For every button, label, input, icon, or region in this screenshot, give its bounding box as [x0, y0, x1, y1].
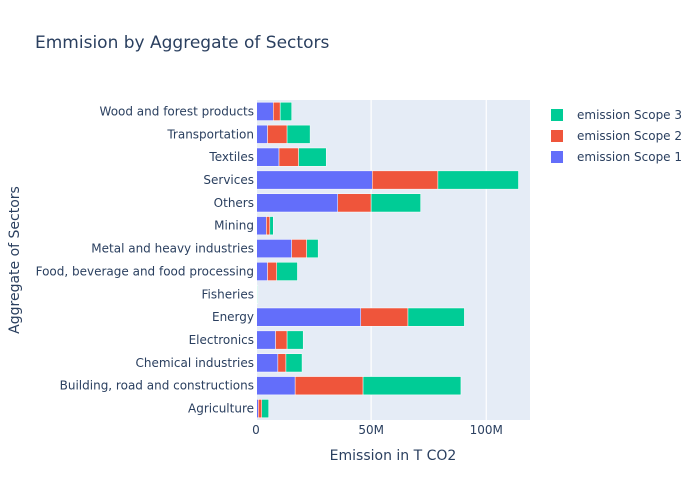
y-tick-label: Services: [203, 173, 254, 187]
bar-segment: [255, 307, 362, 327]
bar-segment: [370, 193, 421, 213]
bar-segment: [269, 216, 274, 236]
bar-segment: [255, 147, 280, 167]
legend-swatch: [551, 109, 563, 121]
bar-segment: [255, 376, 296, 396]
y-tick-label: Metal and heavy industries: [91, 242, 254, 256]
y-tick-label: Building, road and constructions: [60, 379, 254, 393]
y-tick-label: Energy: [212, 310, 254, 324]
bar-segment: [276, 262, 298, 281]
bar-segment: [255, 262, 268, 281]
y-tick-label: Textiles: [208, 150, 254, 164]
bar-segment: [258, 399, 263, 418]
bar-segment: [255, 124, 268, 144]
bar-segment: [278, 147, 299, 167]
y-tick-label: Transportation: [166, 127, 254, 141]
y-tick-label: Electronics: [189, 333, 254, 347]
legend-label: emission Scope 2: [577, 129, 682, 143]
bar-segment: [279, 102, 292, 121]
bar-segment: [255, 353, 279, 373]
bar-segment: [261, 399, 269, 418]
y-tick-label: Fisheries: [201, 287, 254, 301]
bar-segment: [372, 170, 439, 190]
bar-segment: [286, 330, 304, 350]
y-tick-label: Wood and forest products: [100, 104, 254, 118]
bar-segment: [306, 239, 319, 258]
bar-segment: [266, 216, 271, 236]
bar-segment: [277, 353, 287, 373]
bar-segment: [437, 170, 519, 190]
bar-segment: [286, 124, 311, 144]
legend-swatch: [551, 130, 563, 142]
x-tick-label: 50M: [358, 423, 384, 437]
bar-segment: [362, 376, 462, 396]
bar-segment: [255, 216, 267, 236]
legend: emission Scope 3 emission Scope 2 emission…: [551, 108, 682, 164]
bar-segment: [267, 262, 277, 281]
legend-label: emission Scope 1: [577, 150, 682, 164]
bar-segment: [407, 307, 465, 327]
bar-segment: [291, 239, 307, 258]
legend-label: emission Scope 3: [577, 108, 682, 122]
bar-segment: [255, 170, 373, 190]
y-tick-label: Mining: [214, 219, 254, 233]
bar-segment: [273, 102, 281, 121]
bar-segment: [294, 376, 364, 396]
bar-segment: [255, 239, 292, 258]
y-axis-title: Aggregate of Sectors: [7, 186, 23, 334]
x-tick-label: 0: [252, 423, 260, 437]
legend-swatch: [551, 151, 563, 163]
bar-segment: [285, 353, 303, 373]
bar-segment: [360, 307, 409, 327]
bar-segment: [298, 147, 327, 167]
chart-title: Emmision by Aggregate of Sectors: [35, 33, 330, 53]
x-tick-label: 100M: [470, 423, 503, 437]
y-tick-label: Food, beverage and food processing: [36, 264, 254, 278]
y-tick-label: Others: [214, 196, 254, 210]
y-tick-label: Agriculture: [188, 402, 254, 416]
bar-segment: [255, 193, 338, 213]
bar-segment: [337, 193, 372, 213]
bar-segment: [267, 124, 288, 144]
x-axis-title: Emission in T CO2: [330, 448, 457, 464]
y-tick-label: Chemical industries: [135, 356, 254, 370]
bar-segment: [255, 102, 274, 121]
bar-segment: [256, 284, 259, 304]
bar-segment: [255, 330, 276, 350]
bar-segment: [275, 330, 288, 350]
